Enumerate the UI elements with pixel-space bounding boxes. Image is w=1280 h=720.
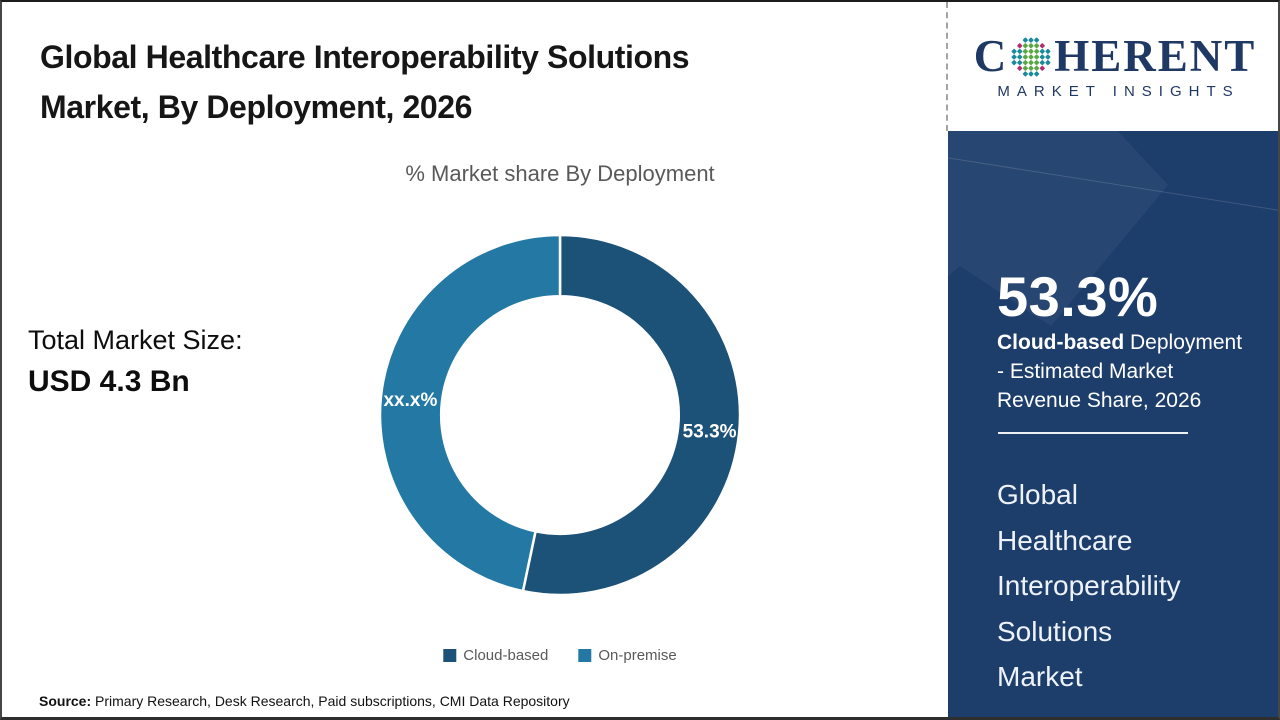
globe-dot xyxy=(1011,60,1017,66)
globe-dot xyxy=(1034,71,1040,77)
globe-dot xyxy=(1017,43,1023,49)
sidebar-panel: 53.3% Cloud-based Deployment - Estimated… xyxy=(948,131,1278,717)
globe-dot xyxy=(1034,48,1040,54)
company-logo: C HERENT xyxy=(973,30,1257,81)
source-line: Source: Primary Research, Desk Research,… xyxy=(39,693,570,709)
globe-dot xyxy=(1028,60,1034,66)
total-market-size: Total Market Size: USD 4.3 Bn xyxy=(28,325,243,399)
globe-dot xyxy=(1039,65,1046,71)
chart-subtitle: % Market share By Deployment xyxy=(405,161,715,186)
pie-segment-label: xx.x% xyxy=(383,390,437,411)
globe-dot xyxy=(1034,60,1040,66)
source-text: Primary Research, Desk Research, Paid su… xyxy=(91,693,570,709)
globe-dot xyxy=(1039,60,1046,66)
pie-segment-cloud-based xyxy=(521,233,742,597)
logo-text-herent: HERENT xyxy=(1054,30,1257,81)
logo-area: C HERENT MARKET INSIGHTS xyxy=(950,2,1278,131)
globe-dot xyxy=(1045,60,1051,66)
total-market-size-label: Total Market Size: xyxy=(28,325,243,355)
dashed-divider xyxy=(946,2,948,131)
pie-segment-label: 53.3% xyxy=(683,421,737,442)
globe-dot xyxy=(1023,60,1029,66)
globe-dot xyxy=(1017,54,1023,60)
globe-dot xyxy=(1045,48,1051,54)
page-title: Global Healthcare Interoperability Solut… xyxy=(40,32,890,132)
globe-dot xyxy=(1023,54,1029,60)
globe-dot xyxy=(1034,54,1040,60)
legend-swatch xyxy=(443,649,457,662)
globe-dot xyxy=(1023,37,1029,43)
globe-dot xyxy=(1017,48,1023,54)
page-title-line1: Global Healthcare Interoperability Solut… xyxy=(40,39,690,75)
globe-dot xyxy=(1028,48,1034,54)
globe-dot xyxy=(1039,54,1046,60)
logo-tagline: MARKET INSIGHTS xyxy=(997,82,1240,100)
stat-value: 53.3% xyxy=(997,265,1159,328)
stat-description-rest: Deployment - Estimated Market Revenue Sh… xyxy=(997,331,1243,412)
legend-item-on-premise: On-premise xyxy=(578,647,677,664)
pie-segment-on-premise xyxy=(378,233,562,593)
globe-dot xyxy=(1023,48,1029,54)
panel-divider-line xyxy=(998,432,1188,434)
globe-dot xyxy=(1039,43,1046,49)
globe-dot xyxy=(1017,60,1023,66)
donut-chart: 53.3% xx.x% xyxy=(368,223,752,607)
legend-item-cloud-based: Cloud-based xyxy=(443,647,548,664)
globe-dot xyxy=(1039,48,1046,54)
globe-dot xyxy=(1023,71,1029,77)
donut-chart-svg: 53.3% xx.x% xyxy=(378,233,742,597)
globe-dot xyxy=(1011,48,1017,54)
globe-dot xyxy=(1011,54,1017,60)
source-label: Source: xyxy=(39,693,92,709)
globe-dot xyxy=(1017,65,1023,71)
logo-text-c: C xyxy=(973,30,1009,81)
legend-label: Cloud-based xyxy=(463,647,549,664)
panel-market-name: Global Healthcare Interoperability Solut… xyxy=(997,479,1181,692)
globe-dot xyxy=(1028,71,1034,77)
globe-dot xyxy=(1028,54,1034,60)
globe-dot xyxy=(1045,54,1051,60)
globe-dot xyxy=(1034,37,1040,43)
stat-description: Cloud-based Deployment - Estimated Marke… xyxy=(997,328,1249,415)
chart-legend: Cloud-based On-premise xyxy=(443,647,677,664)
globe-dot xyxy=(1028,43,1034,49)
globe-dot xyxy=(1023,65,1029,71)
legend-label: On-premise xyxy=(598,647,677,664)
globe-dot xyxy=(1034,65,1040,71)
globe-dot xyxy=(1028,37,1034,43)
total-market-size-value: USD 4.3 Bn xyxy=(28,365,190,398)
globe-dot xyxy=(1028,65,1034,71)
globe-dots-icon xyxy=(1011,37,1051,77)
stat-description-bold: Cloud-based xyxy=(997,331,1125,354)
legend-swatch xyxy=(578,649,592,662)
page-title-line2: Market, By Deployment, 2026 xyxy=(40,89,473,125)
globe-dot xyxy=(1023,43,1029,49)
globe-dot xyxy=(1034,43,1040,49)
